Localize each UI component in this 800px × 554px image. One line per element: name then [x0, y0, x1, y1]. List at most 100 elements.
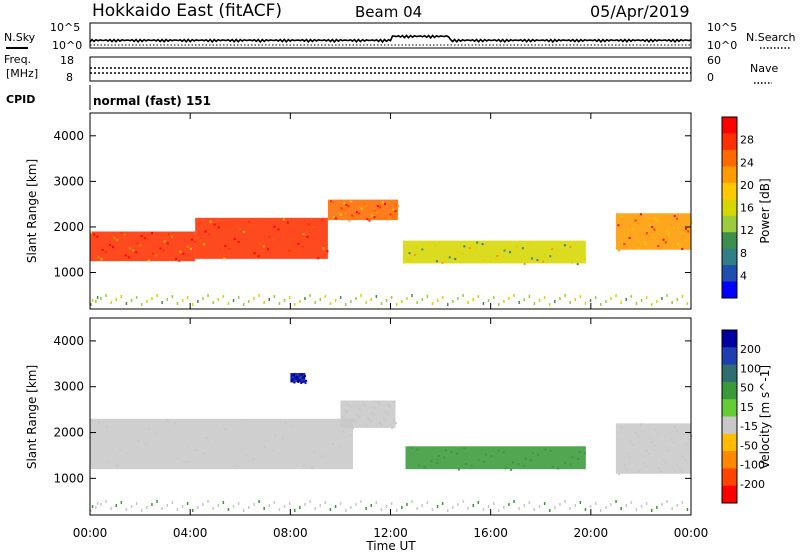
ground-speckle [615, 294, 617, 297]
echo-speckle [358, 212, 361, 215]
echo-speckle [393, 420, 396, 423]
echo-speckle [651, 441, 654, 444]
echo-speckle [524, 457, 527, 460]
echo-speckle [242, 230, 245, 233]
echo-speckle [295, 377, 298, 380]
echo-speckle [529, 241, 532, 244]
echo-speckle [667, 232, 670, 235]
echo-speckle [687, 230, 690, 233]
colorbar-swatch [722, 281, 737, 299]
ground-speckle [288, 296, 291, 299]
ground-speckle [232, 505, 235, 508]
echo-speckle [637, 470, 640, 473]
echo-speckle [184, 461, 187, 464]
echo-speckle [645, 449, 648, 452]
echo-speckle [311, 226, 314, 229]
ground-speckle [161, 301, 163, 304]
echo-speckle [344, 408, 347, 411]
ground-speckle [436, 299, 439, 302]
echo-region [90, 418, 353, 470]
echo-speckle [376, 211, 379, 214]
echo-speckle [296, 376, 299, 379]
colorbar-tick-label: 100 [740, 362, 761, 375]
colorbar-swatch [722, 199, 737, 217]
echo-speckle [642, 240, 645, 243]
x-tick-label: 04:00 [173, 526, 208, 540]
ground-speckle [477, 501, 480, 504]
echo-speckle [147, 427, 150, 430]
echo-speckle [124, 254, 127, 257]
echo-speckle [410, 446, 413, 449]
ground-speckle [447, 303, 449, 306]
ground-speckle [533, 508, 536, 511]
ground-speckle [426, 295, 429, 298]
ground-speckle [472, 504, 474, 507]
ground-speckle [212, 301, 214, 304]
echo-speckle [301, 245, 304, 248]
echo-speckle [93, 233, 96, 236]
ground-speckle [467, 507, 469, 510]
echo-speckle [349, 406, 352, 409]
ground-speckle [186, 502, 189, 505]
echo-speckle [664, 241, 667, 244]
echo-speckle [126, 452, 129, 455]
echo-speckle [382, 417, 385, 420]
ground-speckle [487, 505, 490, 508]
echo-speckle [101, 248, 104, 251]
ground-speckle [243, 303, 245, 306]
echo-speckle [334, 217, 337, 220]
echo-speckle [391, 426, 394, 429]
ground-speckle [503, 506, 505, 509]
echo-speckle [386, 218, 389, 221]
ground-speckle [161, 507, 163, 510]
echo-speckle [673, 215, 676, 218]
echo-speckle [100, 258, 103, 261]
colorbar-tick-label: 4 [740, 269, 747, 282]
ground-speckle [472, 298, 474, 301]
ground-speckle [304, 297, 306, 300]
echo-speckle [300, 373, 303, 376]
ground-speckle [365, 301, 367, 304]
echo-speckle [342, 415, 345, 418]
echo-speckle [342, 208, 345, 211]
echo-speckle [216, 424, 219, 427]
echo-speckle [676, 464, 679, 467]
ground-speckle [176, 302, 179, 305]
echo-speckle [670, 437, 673, 440]
ground-speckle [554, 300, 556, 303]
echo-speckle [208, 233, 211, 236]
ground-speckle [105, 294, 107, 297]
echo-speckle [564, 461, 567, 464]
ground-speckle [380, 302, 383, 305]
ground-speckle [528, 501, 531, 504]
echo-speckle [391, 214, 394, 217]
echo-speckle [389, 213, 392, 216]
echo-speckle [681, 247, 684, 250]
ground-speckle [441, 296, 444, 299]
echo-speckle [435, 260, 438, 263]
echo-speckle [642, 461, 645, 464]
echo-speckle [421, 248, 424, 251]
y-tick-label: 3000 [53, 174, 84, 188]
echo-speckle [436, 462, 439, 465]
echo-speckle [155, 431, 158, 434]
cpid-mode: normal (fast) 151 [93, 94, 211, 108]
echo-speckle [366, 425, 369, 428]
echo-speckle [563, 244, 566, 247]
echo-speckle [234, 466, 237, 469]
echo-speckle [159, 247, 162, 250]
echo-speckle [354, 420, 357, 423]
ground-speckle [390, 502, 393, 505]
echo-speckle [116, 464, 119, 467]
ground-speckle [426, 501, 429, 504]
y-tick-label: 1000 [53, 266, 84, 280]
echo-speckle [673, 425, 676, 428]
ground-speckle [268, 504, 270, 507]
echo-speckle [634, 219, 637, 222]
ground-speckle [482, 508, 485, 511]
ground-speckle [630, 295, 633, 298]
echo-speckle [369, 213, 372, 216]
ground-speckle [130, 505, 133, 508]
ground-speckle [181, 299, 184, 302]
echo-speckle [152, 252, 155, 255]
